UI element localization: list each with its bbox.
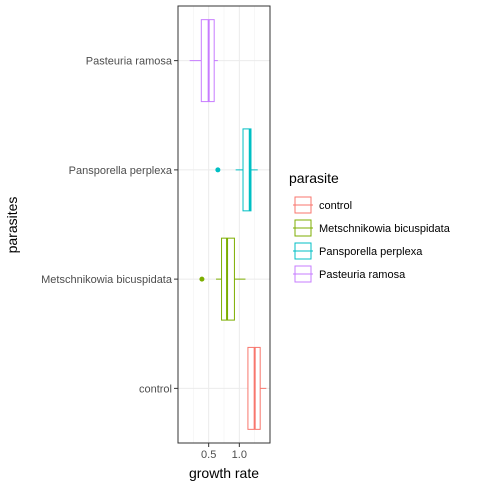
x-axis: 0.5 1.0 (201, 443, 247, 461)
y-axis-title: parasites (4, 197, 20, 254)
x-axis-title: growth rate (189, 465, 259, 481)
legend: parasite control Metschnikowia bicuspidat… (289, 170, 451, 283)
box-body (242, 128, 252, 212)
legend-item-control: control (293, 196, 352, 214)
legend-title: parasite (289, 170, 339, 186)
legend-item-pasteuria-ramosa: Pasteuria ramosa (293, 265, 406, 283)
legend-label: control (319, 200, 352, 212)
y-tick-label: control (139, 383, 172, 395)
outlier-point (199, 276, 205, 282)
box-pansporella-perplexa (215, 128, 258, 212)
y-axis: control Metschnikowia bicuspidata Panspore… (41, 56, 178, 395)
x-tick-label: 1.0 (232, 449, 247, 461)
legend-label: Pasteuria ramosa (319, 269, 406, 281)
boxes (189, 19, 267, 430)
x-tick-label: 0.5 (201, 449, 216, 461)
box-control (247, 346, 267, 430)
box-pasteuria-ramosa (189, 19, 218, 103)
plot-border (177, 5, 271, 444)
y-tick-label: Metschnikowia bicuspidata (41, 274, 173, 286)
y-tick-label: Pansporella perplexa (69, 165, 173, 177)
legend-label: Metschnikowia bicuspidata (319, 223, 451, 235)
outlier-point (215, 167, 221, 173)
legend-item-pansporella-perplexa: Pansporella perplexa (293, 242, 423, 260)
legend-item-metschnikowia-bicuspidata: Metschnikowia bicuspidata (293, 219, 451, 237)
legend-label: Pansporella perplexa (319, 246, 423, 258)
box-metschnikowia-bicuspidata (199, 237, 246, 321)
y-tick-label: Pasteuria ramosa (86, 56, 173, 68)
